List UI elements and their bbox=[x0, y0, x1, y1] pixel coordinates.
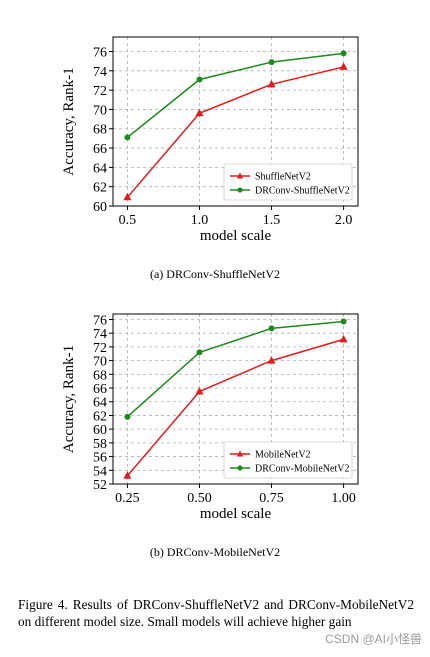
chart-b-ytick-label: 70 bbox=[93, 355, 107, 370]
chart-b-point-triangle bbox=[123, 471, 132, 479]
chart-b-point-circle bbox=[268, 325, 275, 332]
chart-b-block: 52 54 56 58 60 62 64 66 68 70 72 74 76 0.25 0.50 0.75 1.… bbox=[0, 300, 430, 568]
chart-a-ytick-label: 62 bbox=[93, 181, 107, 196]
chart-a-point-circle bbox=[340, 50, 347, 57]
chart-b-xtick-label: 0.25 bbox=[115, 491, 140, 506]
chart-b-xtick-label: 0.75 bbox=[259, 491, 284, 506]
chart-a-ytick-label: 76 bbox=[93, 45, 107, 60]
chart-b-ytick-label: 62 bbox=[93, 409, 107, 424]
chart-b-legend-label: MobileNetV2 bbox=[255, 450, 311, 461]
chart-b-ylabel: Accuracy, Rank-1 bbox=[61, 345, 77, 453]
chart-a-point-triangle bbox=[267, 79, 276, 88]
chart-b-point-circle bbox=[340, 318, 347, 325]
chart-a-series-line bbox=[126, 52, 344, 139]
chart-a-series-line bbox=[126, 66, 344, 198]
chart-b-frame bbox=[112, 313, 359, 485]
chart-a-legend-marker bbox=[236, 172, 244, 179]
chart-b-ytick-label: 72 bbox=[93, 341, 107, 356]
chart-b-ytick-label: 56 bbox=[93, 451, 107, 466]
chart-a-legend-label: ShuffleNetV2 bbox=[255, 172, 311, 183]
chart-a-point-triangle bbox=[195, 108, 204, 117]
chart-b-ytick-label: 52 bbox=[93, 478, 107, 493]
chart-b-xtick-label: 1.00 bbox=[331, 491, 356, 506]
chart-a-xlabel: model scale bbox=[200, 228, 272, 244]
chart-b-legend-marker bbox=[236, 450, 244, 457]
chart-b-legend-box bbox=[223, 441, 353, 479]
chart-b-point-triangle bbox=[195, 386, 204, 395]
chart-a-block: 60 62 64 66 68 70 72 74 76 0.5 1.0 1.5 2.0 model scal… bbox=[0, 0, 430, 290]
chart-b-point-triangle bbox=[267, 356, 276, 364]
chart-a-xtick-label: 1.0 bbox=[191, 213, 209, 228]
chart-a-legend-box bbox=[223, 163, 353, 201]
figure-caption: Figure 4. Results of DRConv-ShuffleNetV2… bbox=[18, 597, 414, 629]
chart-a-xtick-label: 0.5 bbox=[119, 213, 137, 228]
chart-b-ytick-label: 54 bbox=[93, 464, 107, 479]
chart-a-point-triangle bbox=[123, 192, 132, 201]
chart-b-ytick-label: 76 bbox=[93, 313, 107, 328]
chart-a-ytick-label: 64 bbox=[93, 161, 107, 176]
chart-a: 60 62 64 66 68 70 72 74 76 0.5 1.0 1.5 2.0 model scal… bbox=[61, 36, 359, 244]
chart-b-ytick-label: 74 bbox=[93, 327, 107, 342]
chart-b-series-line bbox=[126, 320, 344, 418]
chart-b-ytick-label: 60 bbox=[93, 423, 107, 438]
chart-a-ytick-label: 68 bbox=[93, 123, 107, 138]
watermark: CSDN @AI小怪兽 bbox=[325, 632, 422, 646]
chart-b-point-circle bbox=[196, 349, 203, 356]
chart-a-point-triangle bbox=[339, 62, 348, 70]
chart-b-point-circle bbox=[124, 413, 131, 420]
chart-b-xtick-label: 0.50 bbox=[187, 491, 212, 506]
chart-b-legend-label: DRConv-MobileNetV2 bbox=[255, 464, 349, 475]
chart-a-ylabel: Accuracy, Rank-1 bbox=[61, 67, 77, 175]
chart-a-point-circle bbox=[268, 59, 275, 66]
chart-a-ytick-label: 72 bbox=[93, 84, 107, 99]
chart-a-ytick-label: 70 bbox=[93, 103, 107, 118]
chart-a-legend-marker bbox=[237, 187, 243, 193]
chart-b-ytick-label: 66 bbox=[93, 382, 107, 397]
chart-a-ytick-label: 60 bbox=[93, 200, 107, 215]
chart-a-point-circle bbox=[196, 76, 203, 83]
chart-a-ytick-label: 66 bbox=[93, 142, 107, 157]
chart-a-point-circle bbox=[124, 134, 131, 141]
chart-a-xtick-label: 1.5 bbox=[263, 213, 281, 228]
chart-b-series-line bbox=[126, 338, 344, 477]
subcaption-a: (a) DRConv-ShuffleNetV2 bbox=[149, 267, 281, 281]
chart-b-xlabel: model scale bbox=[200, 506, 272, 522]
chart-a-frame bbox=[112, 36, 359, 207]
chart-b-ytick-label: 68 bbox=[93, 368, 107, 383]
chart-b-legend-marker bbox=[237, 465, 243, 471]
chart-b-point-triangle bbox=[339, 334, 348, 343]
chart-b-ytick-label: 58 bbox=[93, 437, 107, 452]
subcaption-b: (b) DRConv-MobileNetV2 bbox=[149, 545, 281, 559]
chart-a-legend-label: DRConv-ShuffleNetV2 bbox=[255, 186, 350, 197]
chart-b-ytick-label: 64 bbox=[93, 396, 107, 411]
chart-a-xtick-label: 2.0 bbox=[335, 213, 353, 228]
chart-a-ytick-label: 74 bbox=[93, 65, 107, 80]
